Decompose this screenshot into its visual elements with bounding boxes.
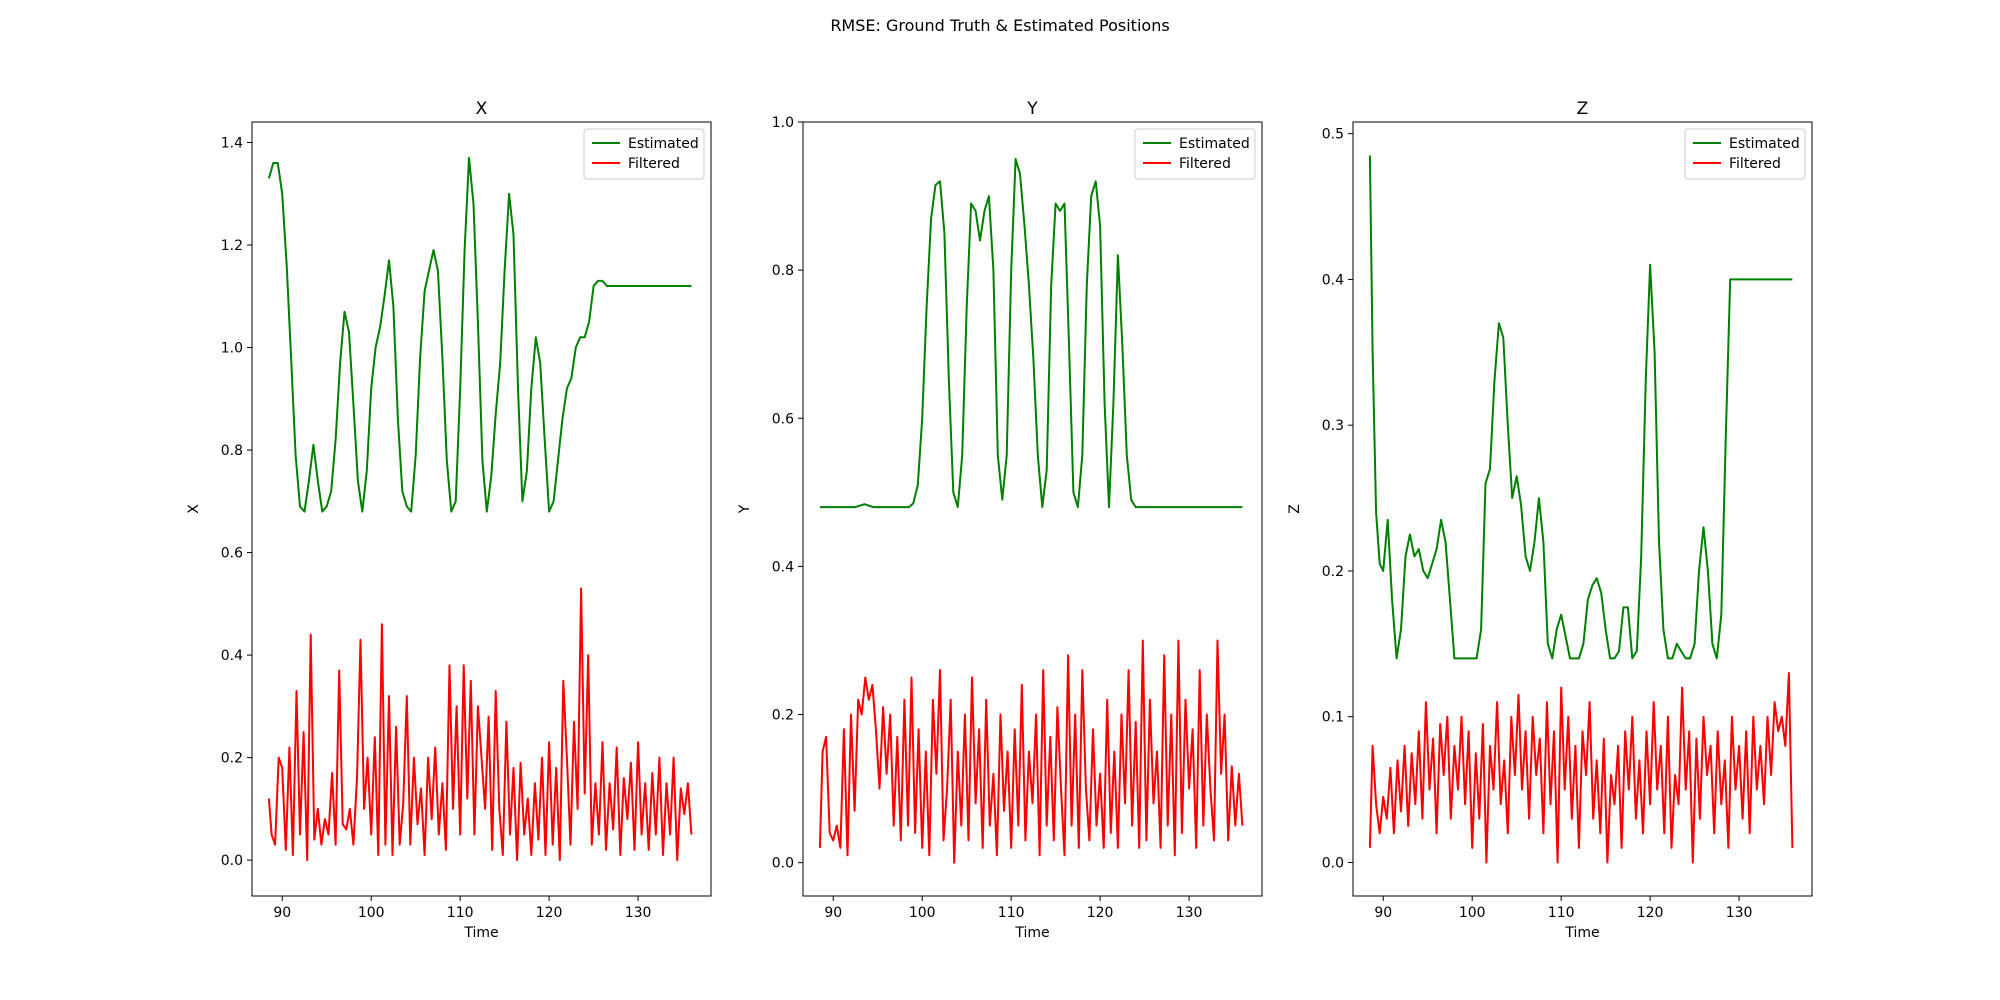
subplot-z: 90 100 110 120 130 0.0 0.1 0.2 0.3 0.4 0.5 Z Time Z Es… — [1287, 99, 1813, 941]
x-tick-label: 100 — [1459, 905, 1486, 921]
series-line-estimated — [267, 156, 692, 513]
legend-label-filtered: Filtered — [1729, 156, 1781, 172]
series-line-estimated — [1368, 155, 1793, 660]
y-tick-label: 0.2 — [772, 708, 794, 724]
subplot-title: Y — [1026, 99, 1038, 119]
x-tick-label: 100 — [358, 905, 385, 921]
legend: Estimated Filtered — [583, 128, 705, 180]
x-tick-label: 110 — [447, 905, 474, 921]
legend-label-estimated: Estimated — [1179, 136, 1250, 152]
axes-frame — [802, 121, 1263, 897]
x-tick-label: 110 — [1548, 905, 1575, 921]
subplot-y: 90 100 110 120 130 0.0 0.2 0.4 0.6 0.8 1.0 Y Time Y Es… — [737, 99, 1263, 941]
x-tick-label: 120 — [1087, 905, 1114, 921]
y-tick-label: 0.3 — [1322, 418, 1344, 434]
y-tick-label: 0.4 — [772, 559, 794, 575]
x-tick-label: 90 — [1374, 905, 1392, 921]
x-tick-label: 130 — [625, 905, 652, 921]
legend-label-estimated: Estimated — [628, 136, 699, 152]
y-tick-label: 0.4 — [1322, 272, 1344, 288]
legend-label-estimated: Estimated — [1729, 136, 1800, 152]
x-tick-label: 130 — [1726, 905, 1753, 921]
y-tick-label: 0.6 — [772, 411, 794, 427]
y-tick-label: 0.6 — [221, 546, 243, 562]
legend-label-filtered: Filtered — [628, 156, 680, 172]
y-tick-label: 0.5 — [1322, 127, 1344, 143]
x-tick-label: 90 — [273, 905, 291, 921]
legend-box — [583, 128, 705, 180]
y-tick-label: 1.4 — [221, 136, 243, 152]
x-axis-label: Time — [1564, 925, 1599, 941]
subplot-title: X — [476, 99, 488, 119]
legend-label-filtered: Filtered — [1179, 156, 1231, 172]
legend: Estimated Filtered — [1684, 128, 1806, 180]
x-tick-label: 120 — [1637, 905, 1664, 921]
y-axis-label: X — [186, 504, 202, 514]
y-tick-label: 0.2 — [1322, 564, 1344, 580]
series-line-estimated — [819, 158, 1243, 509]
legend-box — [1684, 128, 1806, 180]
series-line-filtered — [267, 587, 693, 862]
y-tick-label: 1.2 — [221, 238, 243, 254]
legend-box — [1134, 128, 1256, 180]
y-tick-label: 1.0 — [772, 115, 794, 131]
axes-frame — [1352, 121, 1813, 897]
x-tick-label: 90 — [824, 905, 842, 921]
y-tick-label: 0.4 — [221, 648, 243, 664]
y-tick-label: 0.0 — [221, 853, 243, 869]
y-tick-label: 0.0 — [772, 856, 794, 872]
y-axis-label: Z — [1287, 504, 1303, 514]
series-line-filtered — [818, 639, 1244, 864]
x-tick-label: 100 — [909, 905, 936, 921]
legend: Estimated Filtered — [1134, 128, 1256, 180]
x-tick-label: 130 — [1176, 905, 1203, 921]
y-tick-label: 0.1 — [1322, 710, 1344, 726]
figure-title: RMSE: Ground Truth & Estimated Positions — [830, 16, 1170, 35]
subplot-x: 90 100 110 120 130 0.0 0.2 0.4 0.6 0.8 1.0 1.2 1.4 X T… — [186, 99, 712, 941]
y-tick-label: 0.0 — [1322, 855, 1344, 871]
y-tick-label: 0.8 — [221, 443, 243, 459]
x-axis-label: Time — [463, 925, 498, 941]
y-axis-label: Y — [737, 504, 753, 514]
y-tick-label: 1.0 — [221, 341, 243, 357]
y-tick-label: 0.8 — [772, 263, 794, 279]
y-tick-label: 0.2 — [221, 751, 243, 767]
x-tick-label: 120 — [536, 905, 563, 921]
x-axis-label: Time — [1014, 925, 1049, 941]
x-tick-label: 110 — [998, 905, 1025, 921]
axes-frame — [251, 121, 712, 897]
subplot-title: Z — [1577, 99, 1589, 119]
series-line-filtered — [1368, 672, 1794, 864]
